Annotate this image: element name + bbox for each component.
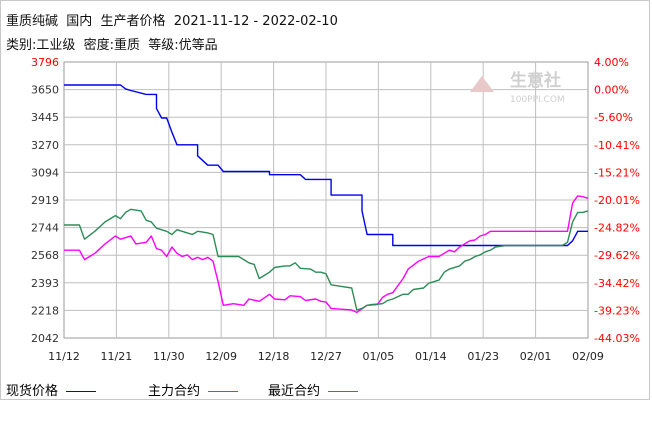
series-line-spot: [64, 84, 588, 247]
series-line-near: [64, 208, 589, 311]
legend-item-near: 最近合约: [268, 380, 359, 399]
x-axis-tick-label: 01/14: [415, 350, 447, 363]
x-axis-tick-label: 02/09: [572, 350, 604, 363]
x-axis-tick-label: 01/23: [467, 350, 499, 363]
legend-item-spot: 现货价格: [6, 380, 97, 399]
left-axis-tick-label: 2919: [31, 194, 59, 207]
right-axis-tick-label: -20.01%: [594, 194, 640, 207]
x-axis-tick-label: 12/18: [258, 350, 290, 363]
left-axis-tick-label: 2744: [31, 222, 59, 235]
left-axis-tick-label: 2218: [31, 304, 59, 317]
legend-label-spot: 现货价格: [6, 384, 59, 399]
chart-subtitle: 类别:工业级 密度:重质 等级:优等品: [6, 38, 218, 53]
left-axis-tick-label: 3650: [31, 84, 59, 97]
price-chart: 3796 4.00% 3650 0.00% 3445 -5.60% 3270 -10.41% 3…: [31, 56, 640, 363]
left-axis-tick-label: 3094: [31, 166, 59, 179]
x-axis-tick-label: 11/12: [48, 350, 80, 363]
legend-swatch-main: [208, 391, 239, 392]
legend-swatch-near: [328, 391, 359, 392]
left-axis-tick-label: 2393: [31, 277, 59, 290]
legend-item-main: 主力合约: [148, 380, 239, 399]
watermark-url: 100PPI.COM: [510, 95, 565, 105]
right-axis-tick-label: -5.60%: [594, 111, 633, 124]
right-axis-tick-label: -34.42%: [594, 277, 640, 290]
chart-title: 重质纯碱 国内 生产者价格 2021-11-12 - 2022-02-10: [6, 14, 338, 29]
left-axis-tick-label: 2042: [31, 332, 59, 345]
legend: 现货价格 主力合约 最近合约: [6, 380, 359, 440]
watermark-logo-icon: [470, 76, 494, 92]
right-axis-tick-label: -15.21%: [594, 166, 640, 179]
right-axis-tick-label: -44.03%: [594, 332, 640, 345]
right-axis-tick-label: 0.00%: [594, 84, 629, 97]
x-axis-tick-label: 01/05: [363, 350, 395, 363]
x-axis-tick-label: 11/30: [153, 350, 185, 363]
x-axis-tick-label: 02/01: [520, 350, 552, 363]
legend-label-main: 主力合约: [148, 384, 201, 399]
legend-label-near: 最近合约: [268, 384, 321, 399]
right-axis-tick-label: -39.23%: [594, 304, 640, 317]
x-axis-tick-label: 12/09: [205, 350, 237, 363]
right-axis-tick-label: -24.82%: [594, 222, 640, 235]
right-axis-tick-label: -29.62%: [594, 249, 640, 262]
series-line-main: [64, 195, 589, 314]
left-axis-tick-label: 3796: [31, 56, 59, 69]
watermark-brand: 生意社: [510, 70, 561, 91]
right-axis-tick-label: 4.00%: [594, 56, 629, 69]
x-axis-tick-label: 12/27: [310, 350, 342, 363]
left-axis-tick-label: 3445: [31, 111, 59, 124]
chart-frame: [0, 0, 650, 400]
right-axis-tick-label: -10.41%: [594, 139, 640, 152]
x-axis-tick-label: 11/21: [101, 350, 133, 363]
legend-swatch-spot: [66, 391, 97, 392]
left-axis-tick-label: 3270: [31, 139, 59, 152]
left-axis-tick-label: 2568: [31, 249, 59, 262]
